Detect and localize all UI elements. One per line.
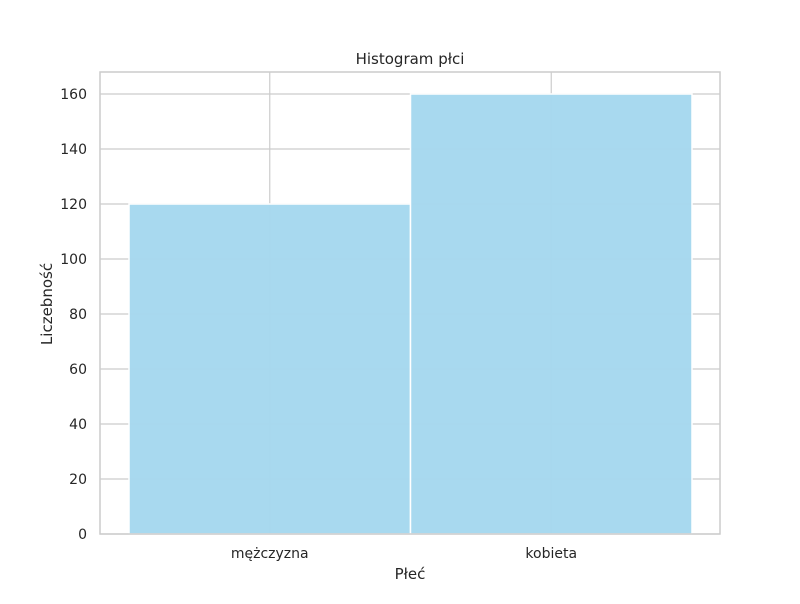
chart-title: Histogram płci: [356, 50, 465, 68]
x-axis-label: Płeć: [395, 565, 426, 583]
bar-kobieta: [409, 93, 693, 535]
axes-frame: [99, 71, 721, 535]
y-tick-label: 120: [60, 197, 87, 213]
bar-layer: [128, 93, 693, 535]
y-tick-label: 100: [60, 252, 87, 268]
x-tick-label: kobieta: [525, 546, 577, 562]
plot-frame: [99, 71, 721, 535]
x-tick-labels: mężczyzna kobieta: [231, 546, 577, 562]
y-tick-labels: 0 20 40 60 80 100 120 140 160: [60, 87, 87, 543]
y-tick-label: 60: [69, 362, 87, 378]
y-tick-label: 140: [60, 142, 87, 158]
y-axis-label: Liczebność: [38, 263, 56, 345]
x-tick-label: mężczyzna: [231, 546, 309, 562]
y-tick-label: 0: [78, 527, 87, 543]
bar-mezczyzna: [128, 203, 412, 535]
y-tick-label: 80: [69, 307, 87, 323]
y-tick-label: 40: [69, 417, 87, 433]
y-tick-label: 20: [69, 472, 87, 488]
y-tick-label: 160: [60, 87, 87, 103]
